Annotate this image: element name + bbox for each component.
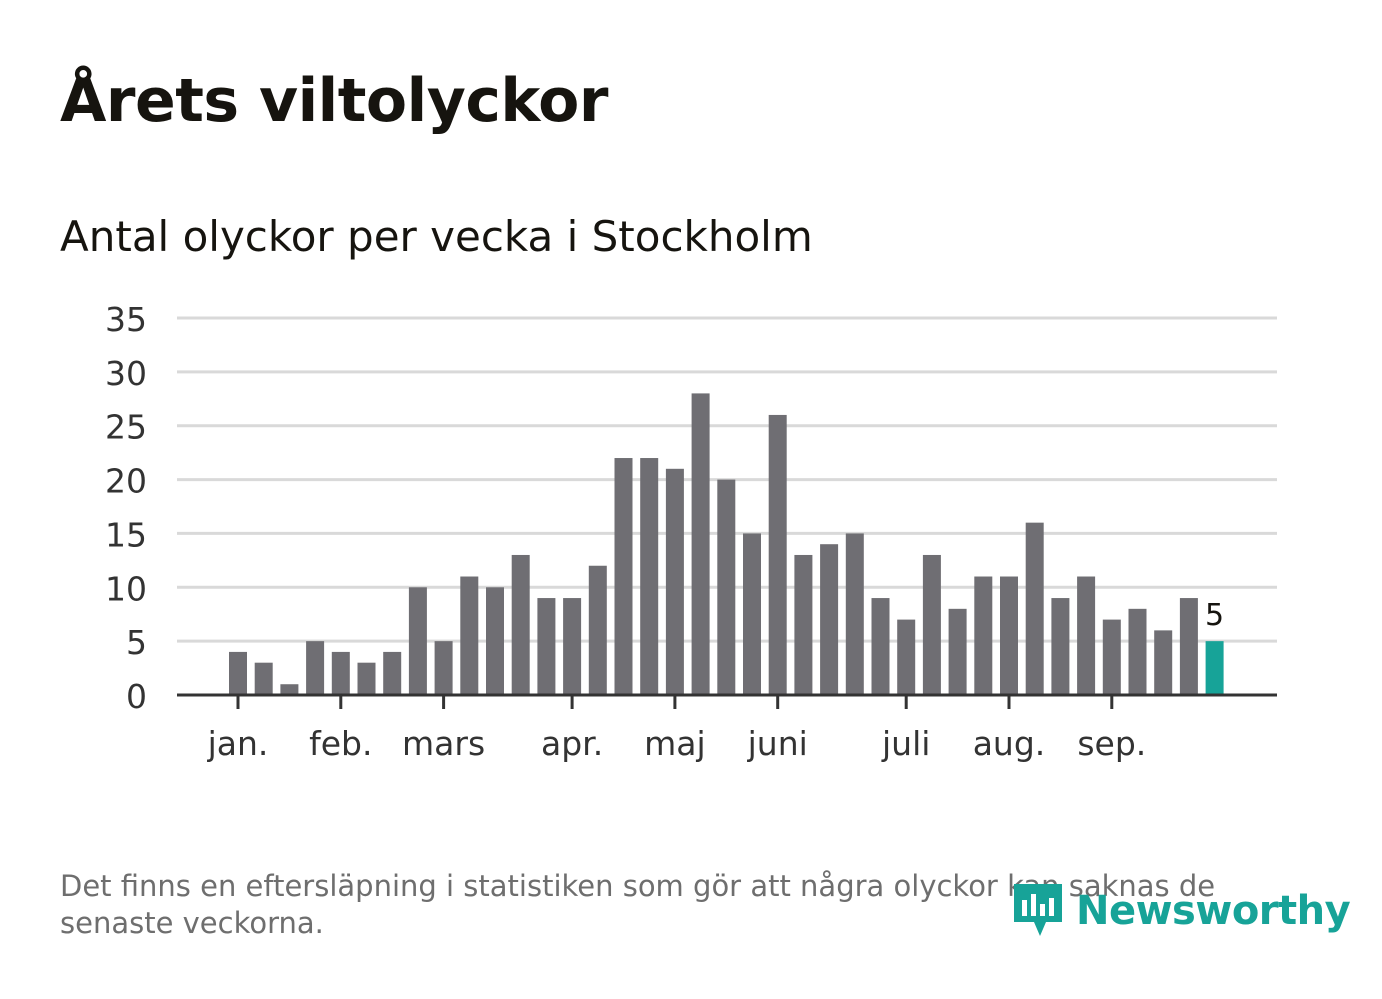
bar: [1051, 598, 1070, 695]
bars: 5: [229, 393, 1224, 695]
bar: [434, 641, 453, 695]
y-tick-label: 0: [126, 677, 147, 716]
bar: [717, 479, 736, 695]
x-tick-label: apr.: [541, 724, 603, 763]
data-label: 5: [1205, 598, 1224, 633]
bar: [331, 651, 350, 695]
bar: [640, 458, 659, 695]
y-tick-label: 35: [105, 300, 147, 339]
newsworthy-logo-icon: [1010, 878, 1066, 944]
x-axis-labels: jan. feb. mars apr. maj juni juli aug. sep.: [207, 724, 1147, 763]
bar: [1128, 608, 1147, 695]
y-tick-label: 30: [105, 354, 147, 393]
bar: [974, 576, 993, 695]
bar: [1077, 576, 1096, 695]
bar: [614, 458, 633, 695]
bar: [794, 554, 813, 695]
bar: [768, 414, 787, 695]
x-tick-label: feb.: [309, 724, 372, 763]
bar: [588, 565, 607, 695]
bar: [665, 468, 684, 695]
bar: [1025, 522, 1044, 695]
bar: [845, 533, 864, 695]
chart-title: Årets viltolyckor: [60, 66, 609, 136]
x-tick-label: juli: [881, 724, 930, 763]
x-tick-label: mars: [402, 724, 485, 763]
y-tick-label: 10: [105, 569, 147, 608]
bar: [460, 576, 479, 695]
y-axis-labels: 0 5 10 15 20 25 30 35: [105, 300, 147, 716]
x-tick-label: maj: [644, 724, 706, 763]
x-tick-label: jan.: [207, 724, 269, 763]
bar: [537, 598, 556, 695]
bar: [254, 662, 273, 695]
bar: [871, 598, 890, 695]
x-tick-label: aug.: [973, 724, 1046, 763]
bar: [563, 598, 582, 695]
bar: [743, 533, 761, 695]
y-tick-label: 5: [126, 623, 147, 662]
bar: [511, 554, 530, 695]
bar: [820, 544, 839, 695]
chart-subtitle: Antal olyckor per vecka i Stockholm: [60, 212, 813, 261]
brand-logo: Newsworthy: [1010, 878, 1351, 944]
bar: [897, 619, 916, 695]
x-axis: [177, 693, 1277, 709]
x-tick-label: juni: [747, 724, 808, 763]
bar: [383, 651, 402, 695]
brand-name: Newsworthy: [1076, 888, 1351, 934]
bar: [306, 641, 325, 695]
bar: [357, 662, 376, 695]
bar: [408, 587, 427, 695]
bar: [691, 393, 710, 695]
bar: [1179, 598, 1198, 695]
y-tick-label: 15: [105, 515, 147, 554]
bar: [229, 651, 247, 695]
bar: [1102, 619, 1121, 695]
bar-highlight: [1205, 641, 1224, 695]
bar: [948, 608, 967, 695]
y-tick-label: 20: [105, 462, 147, 501]
bar: [1000, 576, 1018, 695]
x-tick-label: sep.: [1077, 724, 1146, 763]
bar: [922, 554, 941, 695]
bar: [280, 684, 299, 695]
bar: [1154, 630, 1173, 695]
bar: [486, 587, 504, 695]
y-tick-label: 25: [105, 408, 147, 447]
